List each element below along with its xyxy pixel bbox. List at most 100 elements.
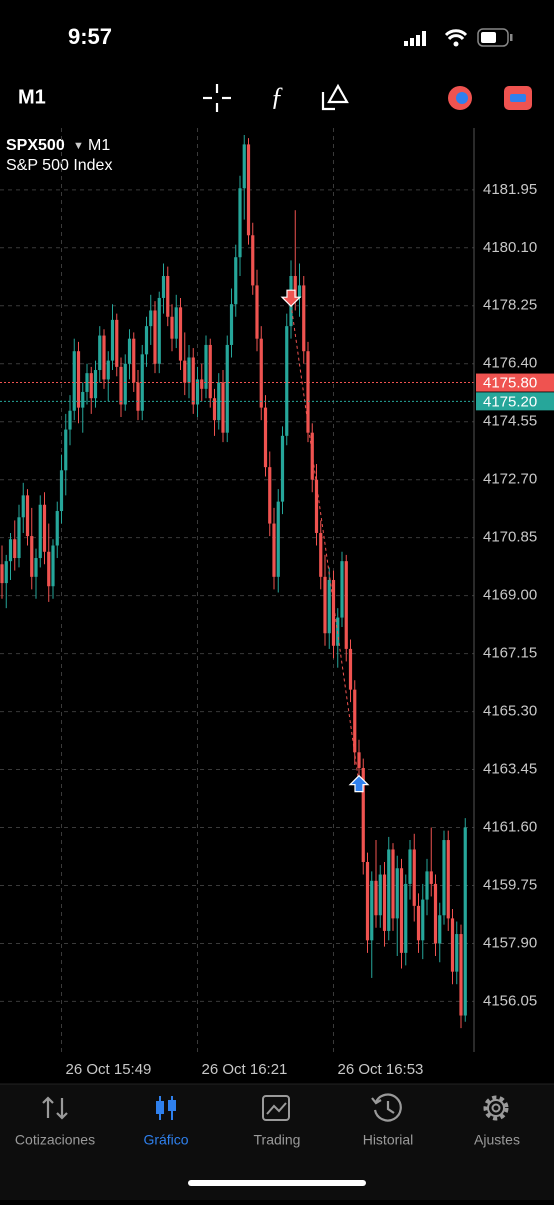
candle-body <box>21 495 25 518</box>
y-tick-label: 4161.60 <box>483 818 537 835</box>
battery-icon <box>477 28 509 47</box>
trade-icon-inner <box>456 92 468 104</box>
ask-label-box <box>476 392 554 411</box>
candle-body <box>212 398 217 421</box>
candle-body <box>55 511 59 546</box>
candle-body <box>30 536 34 577</box>
y-tick-label: 4176.40 <box>483 355 537 372</box>
candle-body <box>115 319 119 367</box>
symbol-description: S&P 500 Index <box>6 157 112 174</box>
battery-tip <box>510 34 513 41</box>
candle-body <box>98 335 102 371</box>
candle-body <box>348 648 353 690</box>
candle-body <box>323 576 327 634</box>
candle-body <box>446 840 450 919</box>
y-tick-label: 4167.15 <box>483 645 537 662</box>
trade-connector <box>290 304 360 784</box>
tab-label[interactable]: Trading <box>254 1132 301 1148</box>
trade-arrow <box>348 774 370 793</box>
candle-body <box>51 545 55 587</box>
candle-body <box>391 849 395 919</box>
x-tick-label: 26 Oct 16:21 <box>202 1061 288 1078</box>
candle-body <box>81 391 85 408</box>
candle-body <box>106 360 110 380</box>
candle-body <box>251 235 255 286</box>
candle-body <box>140 354 144 411</box>
wifi-icon <box>444 29 468 41</box>
candle-body <box>47 551 51 587</box>
trading-icon <box>262 1095 290 1121</box>
candle-body <box>85 373 89 392</box>
candle-body <box>382 874 387 931</box>
candle-body <box>64 429 68 471</box>
candle-body <box>144 326 149 355</box>
candle-body <box>174 307 178 339</box>
candle-body <box>34 558 38 577</box>
candle-body <box>421 899 425 941</box>
candle-body <box>110 319 115 361</box>
crosshair-icon[interactable] <box>203 84 231 112</box>
candle-body <box>191 357 195 405</box>
y-tick-label: 4170.85 <box>483 529 537 546</box>
candle-body <box>442 840 446 916</box>
candle-body <box>234 257 238 305</box>
candle-body <box>208 344 212 399</box>
candle-body <box>4 561 8 584</box>
candle-body <box>157 297 161 364</box>
candle-body <box>76 351 81 408</box>
candle-body <box>302 285 306 352</box>
y-tick-label: 4157.90 <box>483 934 537 951</box>
candle-body <box>361 767 365 862</box>
candle-body <box>149 310 153 327</box>
candle-body <box>187 357 191 383</box>
candle-body <box>25 495 30 537</box>
candle-body <box>459 934 463 1016</box>
candle-body <box>166 276 170 317</box>
plot: 4181.95 4180.10 4178.25 4176.40 4174.55 4172.… <box>0 128 554 1078</box>
candle-body <box>17 517 21 559</box>
candle-body <box>387 849 391 931</box>
history-icon <box>371 1093 402 1122</box>
y-tick-label: 4169.00 <box>483 587 537 604</box>
candle-body <box>217 382 221 421</box>
candle-body <box>183 360 187 383</box>
y-tick-label: 4156.05 <box>483 992 537 1009</box>
candle-body <box>13 539 17 559</box>
candle-body <box>161 276 166 298</box>
tab-label[interactable]: Cotizaciones <box>15 1132 95 1148</box>
candle-body <box>119 366 123 405</box>
candle-body <box>353 689 357 753</box>
candle-body <box>272 523 276 577</box>
candle-body <box>38 504 42 559</box>
candle-body <box>259 338 263 408</box>
candle-body <box>416 905 421 941</box>
candle-body <box>374 880 378 916</box>
candle-body <box>246 144 251 236</box>
objects-icon[interactable] <box>321 83 349 111</box>
candle-body <box>357 752 361 768</box>
candle-body <box>455 934 459 972</box>
candle-body <box>314 479 319 533</box>
tab-label[interactable]: Historial <box>363 1132 414 1148</box>
candle-body <box>89 373 93 399</box>
indicators-icon[interactable]: ƒ <box>271 82 284 111</box>
candle-body <box>433 883 438 944</box>
symbol[interactable]: SPX500 <box>6 137 65 154</box>
clock: 9:57 <box>68 24 112 49</box>
x-tick-label: 26 Oct 16:53 <box>338 1061 424 1078</box>
candle-body <box>408 849 412 884</box>
y-tick-label: 4159.75 <box>483 876 537 893</box>
tab-label[interactable]: Ajustes <box>474 1132 520 1148</box>
wifi-dot <box>453 41 459 47</box>
candle-body <box>297 285 302 298</box>
candle-body <box>263 407 268 468</box>
candle-body <box>127 338 132 364</box>
x-tick-label: 26 Oct 15:49 <box>66 1061 152 1078</box>
timeframe-button[interactable]: M1 <box>18 86 46 108</box>
candle-body <box>399 868 404 953</box>
bid-label-box <box>476 373 554 392</box>
tab-label[interactable]: Gráfico <box>143 1132 188 1148</box>
